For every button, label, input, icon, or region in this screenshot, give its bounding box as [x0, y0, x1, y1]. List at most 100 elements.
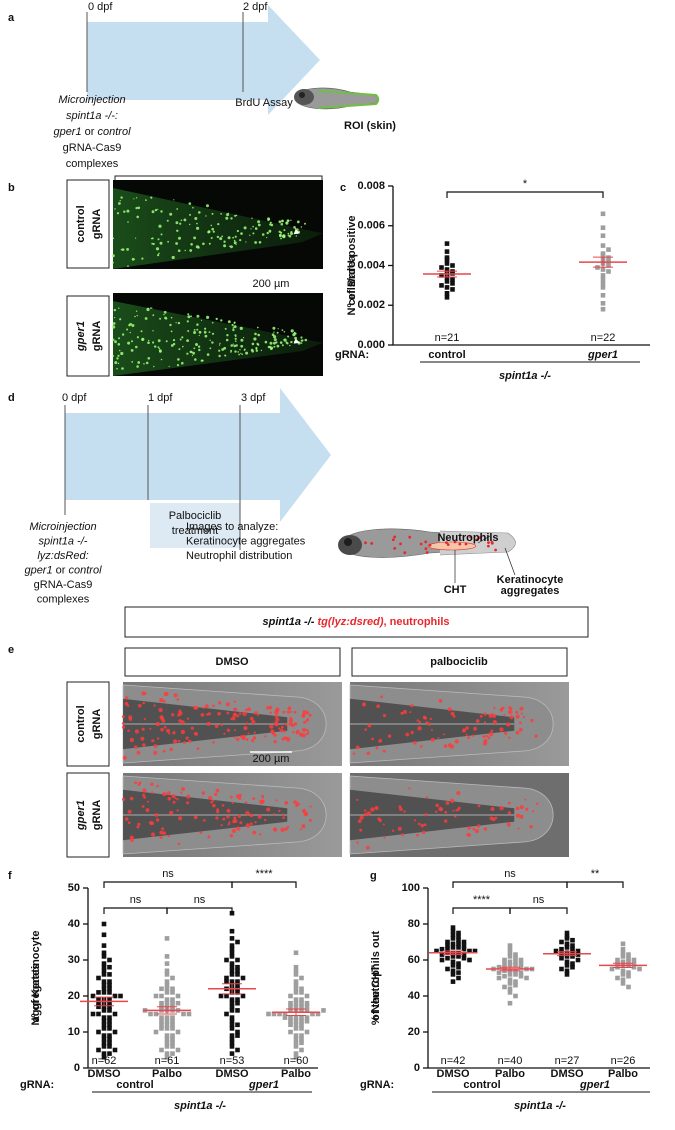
data-point: [164, 1036, 170, 1042]
brdu-cell: [159, 241, 163, 245]
brdu-cell: [233, 241, 237, 245]
brdu-cell: [304, 338, 308, 342]
brdu-cell: [210, 224, 213, 227]
brdu-cell: [189, 213, 191, 216]
neutrophil: [252, 830, 257, 835]
brdu-cell: [190, 243, 193, 246]
data-point: [164, 968, 170, 974]
data-point: [164, 1044, 170, 1049]
neutrophil: [419, 745, 423, 748]
column-box: [124, 647, 341, 677]
brdu-cell: [135, 237, 137, 239]
data-point: [444, 257, 450, 262]
data-point: [293, 1036, 299, 1042]
neutrophil: [274, 714, 279, 719]
neutrophil: [273, 740, 277, 744]
neutrophil: [283, 722, 287, 725]
brdu-cell: [150, 307, 152, 309]
neutrophil: [490, 729, 494, 732]
data-point: [620, 977, 626, 983]
data-point: [229, 1004, 235, 1010]
data-point: [288, 1018, 293, 1024]
neutrophil: [162, 749, 166, 753]
brdu-cell: [126, 209, 130, 213]
brdu-cell: [249, 234, 251, 236]
neutrophil-dot: [419, 542, 423, 546]
brdu-cell: [260, 349, 263, 352]
brdu-cell: [204, 327, 207, 330]
data-point: [170, 1044, 175, 1049]
data-point: [507, 946, 513, 952]
neutrophil: [134, 745, 138, 749]
neutrophil: [236, 826, 241, 831]
neutrophil: [268, 705, 273, 710]
data-point: [299, 1000, 304, 1006]
data-point: [600, 243, 606, 248]
neutrophil: [234, 708, 238, 711]
brdu-cell: [203, 330, 207, 334]
brdu-cell: [120, 351, 124, 356]
data-point: [164, 1018, 170, 1024]
brdu-cell: [175, 221, 179, 225]
data-point: [107, 1036, 112, 1042]
data-point: [235, 1008, 240, 1013]
neutrophil: [286, 737, 291, 742]
data-point: [606, 269, 611, 274]
injection-text: Microinjection: [58, 94, 125, 106]
analysis-text: Images to analyze:: [186, 521, 278, 533]
brdu-cell: [153, 365, 155, 368]
brdu-cell: [215, 317, 218, 321]
brdu-cell: [226, 213, 230, 217]
brdu-cell: [300, 226, 303, 228]
data-point: [229, 968, 235, 974]
brdu-cell: [195, 343, 198, 346]
data-point: [450, 277, 455, 282]
brdu-cell: [193, 329, 196, 331]
brdu-cell: [129, 322, 132, 326]
brdu-cell: [270, 346, 274, 350]
data-point: [164, 1054, 170, 1060]
data-point: [620, 968, 626, 974]
neutrophil: [193, 705, 197, 710]
data-point: [101, 1051, 107, 1056]
neutrophil: [245, 738, 249, 741]
brdu-cell: [264, 340, 268, 344]
brdu-cell: [241, 353, 243, 356]
neutrophil: [352, 752, 356, 755]
neutrophil: [454, 815, 457, 818]
brdu-cell: [157, 346, 160, 349]
n-label: n=27: [555, 1055, 580, 1067]
data-point: [620, 941, 626, 947]
neutrophil: [176, 798, 179, 801]
brdu-cell: [112, 237, 115, 240]
data-point: [235, 997, 240, 1002]
data-point: [299, 986, 304, 992]
data-point: [456, 945, 461, 950]
brdu-cell: [211, 227, 214, 231]
brdu-cell: [294, 336, 297, 340]
neutrophil: [303, 720, 307, 724]
data-point: [229, 1044, 235, 1049]
brdu-cell: [168, 365, 170, 368]
n-label: n=53: [220, 1055, 245, 1067]
neutrophil: [519, 814, 524, 819]
panel-letter: e: [8, 644, 14, 656]
neutrophil: [231, 801, 234, 805]
brdu-cell: [269, 223, 272, 226]
neutrophil: [153, 744, 158, 748]
data-point: [235, 1022, 240, 1028]
neutrophil: [236, 737, 240, 742]
data-point: [288, 1004, 293, 1010]
data-point: [107, 997, 112, 1002]
data-point: [444, 285, 450, 290]
brdu-cell: [233, 344, 236, 348]
brdu-cell: [296, 220, 300, 224]
neutrophil: [413, 741, 417, 745]
neutrophil: [465, 726, 469, 730]
brdu-cell: [273, 338, 277, 342]
data-point: [467, 957, 472, 963]
data-point: [518, 964, 524, 970]
y-tick-label: 0.008: [357, 180, 385, 192]
data-point: [293, 979, 299, 984]
neutrophil: [467, 826, 471, 830]
